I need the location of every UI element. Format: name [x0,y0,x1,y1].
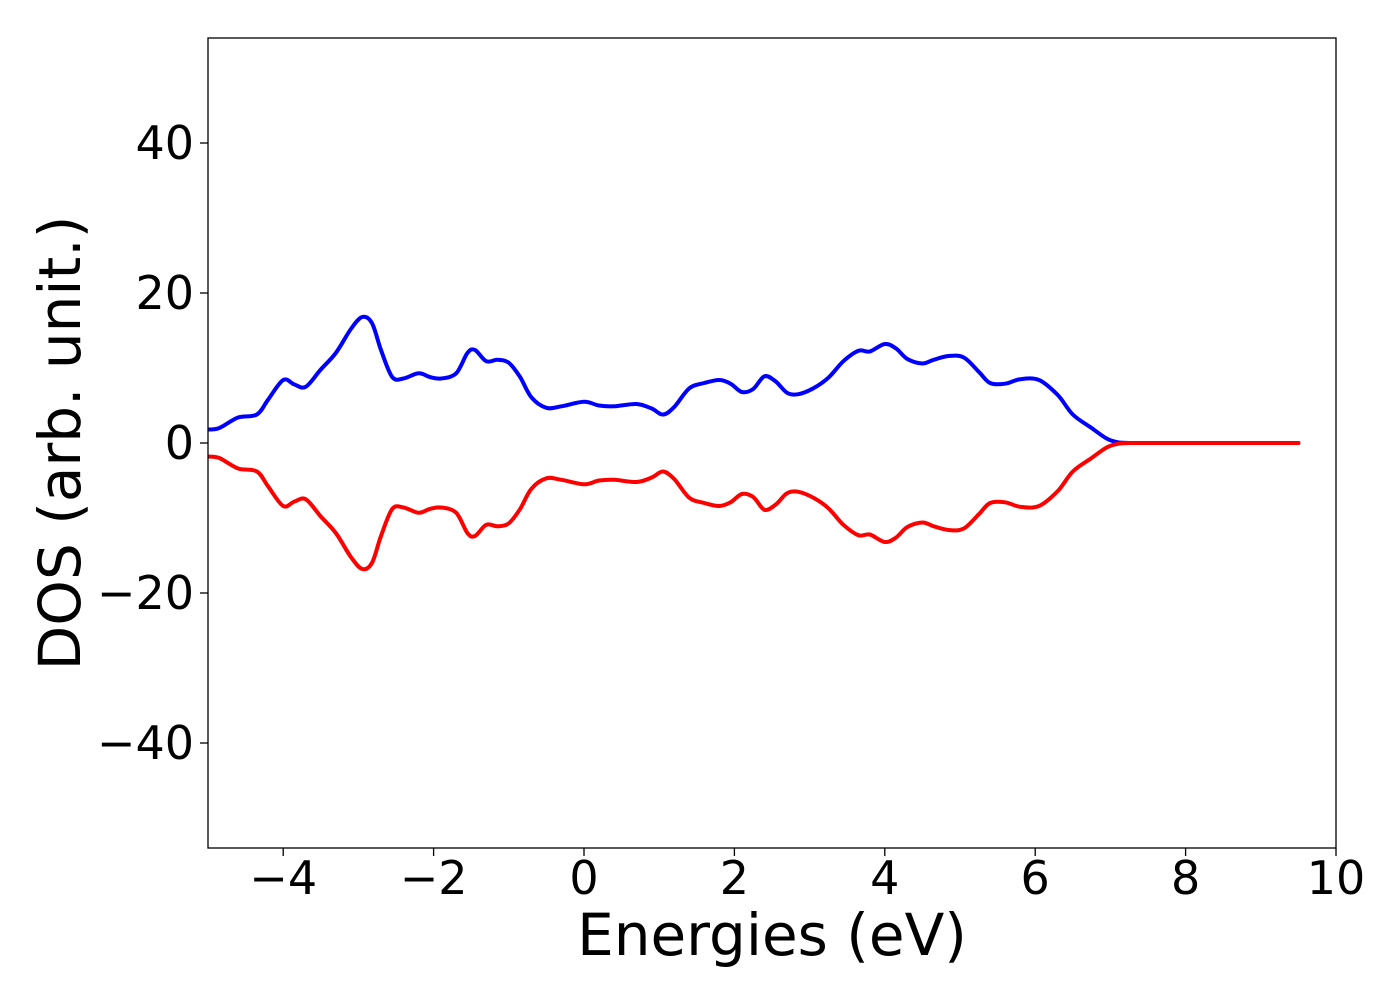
y-tick-label: 40 [135,116,194,170]
y-tick-label: −40 [97,716,194,770]
y-tick-label: 0 [165,416,194,470]
x-tick-label: −4 [249,851,317,905]
x-tick-label: 10 [1307,851,1366,905]
y-axis-title: DOS (arb. unit.) [26,216,94,671]
dos-line-blue [208,314,1301,446]
x-tick-label: 8 [1171,851,1200,905]
x-tick-label: 2 [720,851,749,905]
x-axis-title: Energies (eV) [577,901,967,969]
x-tick-label: 0 [569,851,598,905]
y-tick-label: 20 [135,266,194,320]
x-tick-label: −2 [400,851,468,905]
x-tick-label: 6 [1021,851,1050,905]
x-tick-label: 4 [870,851,899,905]
series-layer [208,314,1301,572]
x-axis: −4 −2 0 2 4 6 8 10 [249,848,1365,905]
dos-line-red [208,440,1301,572]
y-tick-label: −20 [97,566,194,620]
y-axis: −40 −20 0 20 40 [97,116,208,770]
